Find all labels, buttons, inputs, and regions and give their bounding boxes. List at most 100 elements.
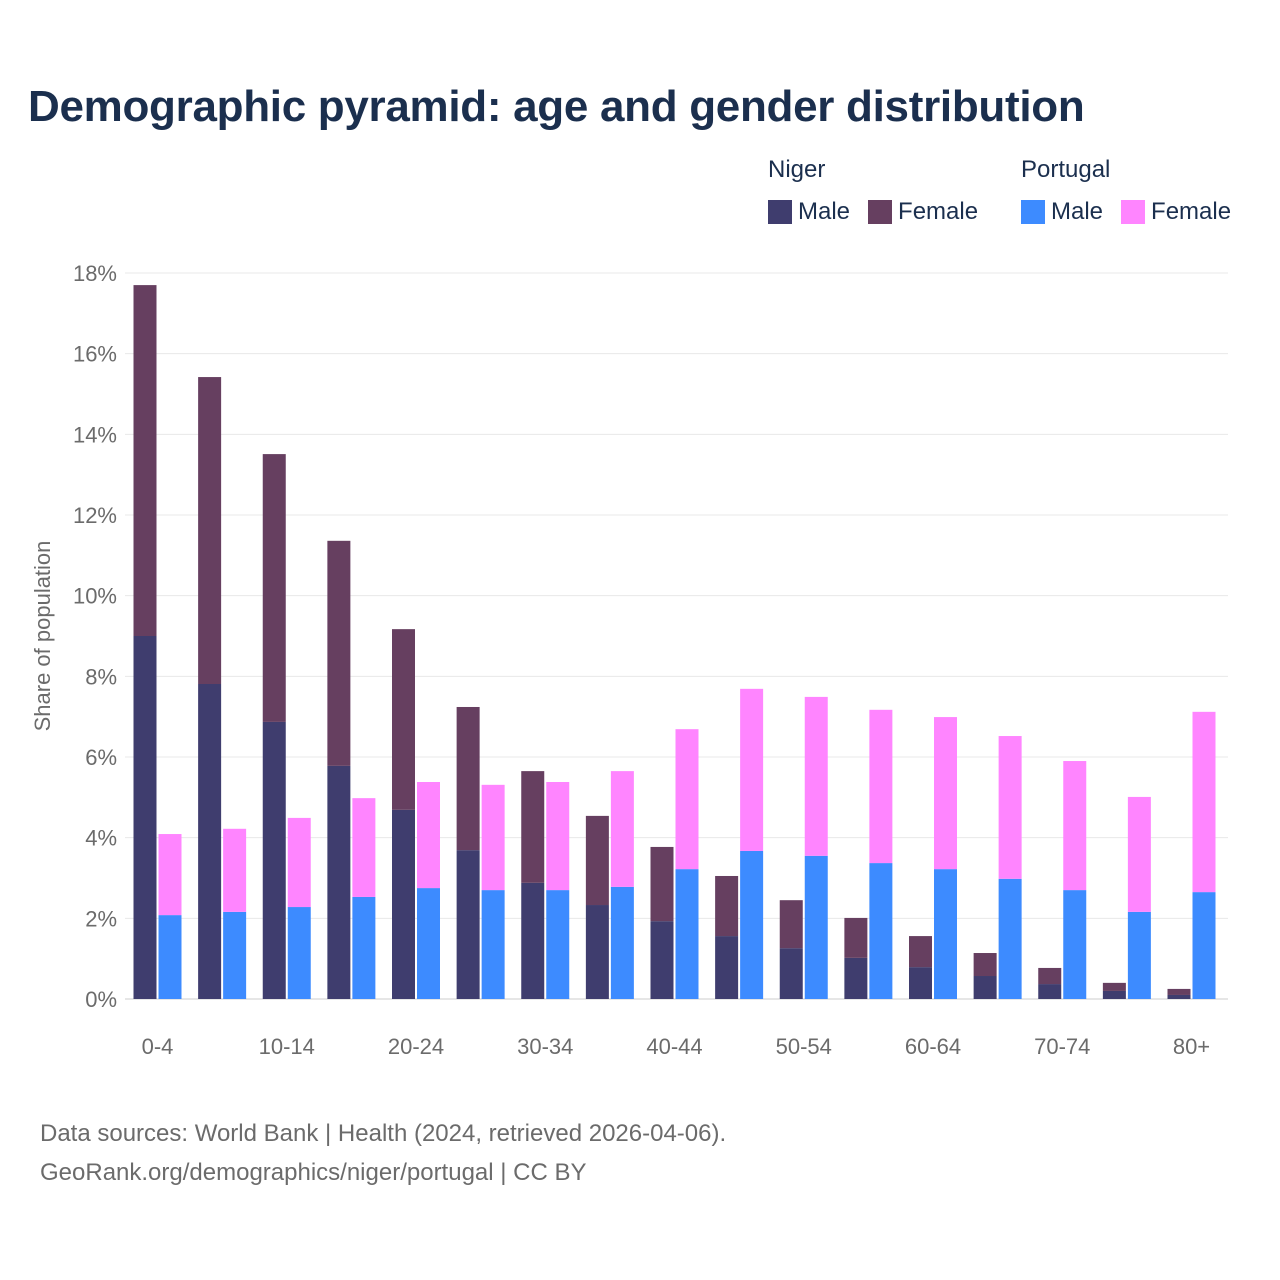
bar-niger-male[interactable] <box>456 850 480 999</box>
bar-niger-female[interactable] <box>1102 982 1126 991</box>
bar-portugal-male[interactable] <box>352 896 376 999</box>
bar-niger-female[interactable] <box>456 706 480 851</box>
y-tick-label: 16% <box>73 342 117 367</box>
bar-niger-male[interactable] <box>392 809 415 999</box>
x-tick-label: 60-64 <box>905 1034 961 1059</box>
bar-portugal-male[interactable] <box>869 863 893 999</box>
legend-niger: Niger Male Female <box>768 156 978 226</box>
legend-label: Male <box>1051 198 1104 225</box>
bar-niger-female[interactable] <box>585 815 609 906</box>
bar-portugal-female[interactable] <box>1127 796 1151 912</box>
bar-portugal-male[interactable] <box>998 878 1022 999</box>
bar-niger-male[interactable] <box>133 636 157 999</box>
y-tick-label: 10% <box>73 584 117 609</box>
x-tick-label: 0-4 <box>142 1034 174 1059</box>
legend-label: Female <box>898 198 979 225</box>
bar-portugal-female[interactable] <box>998 736 1022 879</box>
bar-portugal-female[interactable] <box>740 688 764 851</box>
y-tick-label: 12% <box>73 503 117 528</box>
bar-niger-male[interactable] <box>198 683 222 999</box>
legend-label: Female <box>1151 198 1232 225</box>
bar-portugal-male[interactable] <box>1127 911 1151 999</box>
legend-item-portugal-male[interactable]: Male <box>1021 198 1103 226</box>
y-axis-label: Share of population <box>30 541 55 732</box>
bar-niger-female[interactable] <box>262 454 286 722</box>
x-tick-label: 10-14 <box>259 1034 315 1059</box>
x-tick-label: 30-34 <box>517 1034 573 1059</box>
bar-portugal-female[interactable] <box>481 784 505 891</box>
bar-niger-male[interactable] <box>844 957 868 999</box>
bar-niger-female[interactable] <box>715 875 739 937</box>
bar-niger-male[interactable] <box>973 976 997 999</box>
y-tick-label: 6% <box>85 745 117 770</box>
bar-portugal-female[interactable] <box>546 782 570 891</box>
bar-niger-male[interactable] <box>1038 984 1062 999</box>
legend-portugal: Portugal Male Female <box>1021 156 1231 226</box>
bar-niger-female[interactable] <box>973 953 997 977</box>
bar-portugal-male[interactable] <box>804 855 828 999</box>
bar-niger-male[interactable] <box>521 882 545 999</box>
x-tick-label: 50-54 <box>776 1034 832 1059</box>
bar-portugal-male[interactable] <box>158 915 182 999</box>
bar-niger-male[interactable] <box>262 721 286 999</box>
bar-portugal-female[interactable] <box>804 696 828 856</box>
bar-niger-male[interactable] <box>327 765 351 999</box>
bar-portugal-male[interactable] <box>1192 892 1216 999</box>
bar-portugal-male[interactable] <box>675 869 699 999</box>
bar-niger-male[interactable] <box>650 921 674 999</box>
legend-swatch <box>1121 200 1146 224</box>
bar-portugal-male[interactable] <box>934 869 957 999</box>
bar-niger-male[interactable] <box>779 948 803 999</box>
bar-portugal-female[interactable] <box>1192 711 1216 893</box>
bar-niger-female[interactable] <box>133 285 157 636</box>
bar-niger-female[interactable] <box>909 936 932 968</box>
bar-portugal-male[interactable] <box>481 890 505 999</box>
bar-niger-female[interactable] <box>521 771 545 883</box>
legend-item-portugal-female[interactable]: Female <box>1121 198 1231 226</box>
legend-item-niger-female[interactable]: Female <box>868 198 978 226</box>
bar-portugal-female[interactable] <box>934 717 957 870</box>
bar-niger-female[interactable] <box>1038 967 1062 985</box>
bar-niger-female[interactable] <box>1167 988 1191 995</box>
legend-group-name: Niger <box>768 156 826 183</box>
bar-portugal-female[interactable] <box>352 798 376 897</box>
y-tick-label: 0% <box>85 987 117 1012</box>
bar-portugal-male[interactable] <box>417 888 440 999</box>
bar-portugal-male[interactable] <box>610 886 634 999</box>
chart-title: Demographic pyramid: age and gender dist… <box>28 82 1085 131</box>
bar-niger-male[interactable] <box>585 905 609 999</box>
bar-niger-female[interactable] <box>198 377 222 684</box>
bar-portugal-female[interactable] <box>223 828 247 912</box>
y-tick-label: 2% <box>85 906 117 931</box>
bar-portugal-female[interactable] <box>869 709 893 864</box>
bar-portugal-male[interactable] <box>287 907 311 999</box>
bar-niger-male[interactable] <box>715 936 739 999</box>
bar-niger-male[interactable] <box>1167 994 1191 999</box>
bar-portugal-male[interactable] <box>546 890 570 999</box>
bar-niger-female[interactable] <box>844 917 868 958</box>
source-line-2[interactable]: GeoRank.org/demographics/niger/portugal … <box>40 1159 587 1186</box>
x-tick-label: 20-24 <box>388 1034 444 1059</box>
bar-portugal-female[interactable] <box>287 817 311 908</box>
legend-label: Male <box>798 198 851 225</box>
bar-portugal-female[interactable] <box>158 834 182 916</box>
bar-portugal-male[interactable] <box>740 850 764 999</box>
bar-portugal-female[interactable] <box>610 771 634 887</box>
bar-niger-male[interactable] <box>909 967 932 999</box>
x-tick-label: 40-44 <box>646 1034 702 1059</box>
bar-portugal-male[interactable] <box>1063 890 1087 999</box>
bar-portugal-female[interactable] <box>675 729 699 870</box>
bar-portugal-female[interactable] <box>1063 761 1087 891</box>
bar-portugal-female[interactable] <box>417 782 440 889</box>
legend-swatch <box>1021 200 1045 224</box>
y-tick-label: 14% <box>73 422 117 447</box>
legend-item-niger-male[interactable]: Male <box>768 198 850 226</box>
bar-niger-female[interactable] <box>392 629 415 810</box>
bar-portugal-male[interactable] <box>223 911 247 999</box>
bar-niger-female[interactable] <box>650 846 674 922</box>
bar-niger-female[interactable] <box>779 900 803 949</box>
bar-niger-male[interactable] <box>1102 990 1126 999</box>
legend-swatch <box>768 200 792 224</box>
bar-niger-female[interactable] <box>327 540 351 766</box>
x-tick-label: 70-74 <box>1034 1034 1090 1059</box>
